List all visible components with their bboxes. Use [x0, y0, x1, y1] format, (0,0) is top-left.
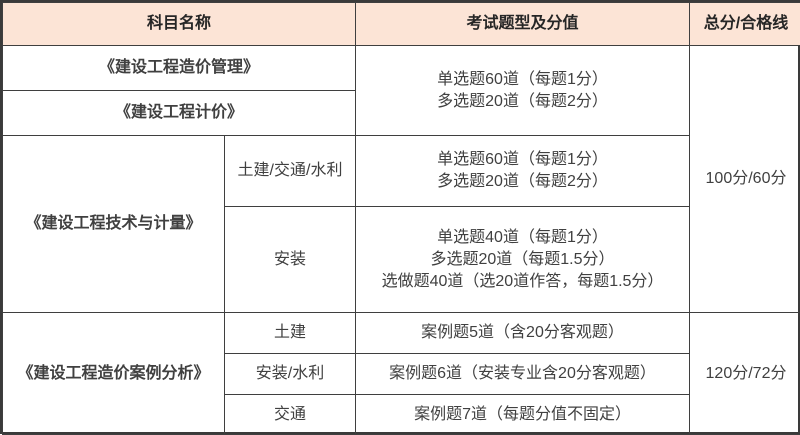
- cell-category-install: 安装: [225, 207, 356, 313]
- table-row-case-civil: 《建设工程造价案例分析》 土建 案例题5道（含20分客观题） 120分/72分: [3, 313, 800, 354]
- exam-line-2: 多选题20道（每题2分）: [360, 171, 685, 193]
- cell-score-100-60: 100分/60分: [690, 46, 800, 313]
- cell-exam-tech-civil: 单选题60道（每题1分） 多选题20道（每题2分）: [356, 136, 690, 207]
- exam-line-1: 单选题60道（每题1分）: [360, 69, 685, 91]
- cell-exam-tech-install: 单选题40道（每题1分） 多选题20道（每题1.5分） 选做题40道（选20道作…: [356, 207, 690, 313]
- exam-line-2: 多选题20道（每题2分）: [360, 91, 685, 113]
- exam-line-3: 选做题40道（选20道作答，每题1.5分）: [360, 271, 685, 293]
- table-header-row: 科目名称 考试题型及分值 总分/合格线: [3, 3, 800, 46]
- header-exam-type: 考试题型及分值: [356, 3, 690, 46]
- cell-category-civil-traffic-water: 土建/交通/水利: [225, 136, 356, 207]
- cell-exam-case-traffic: 案例题7道（每题分值不固定）: [356, 395, 690, 435]
- exam-line-1: 单选题40道（每题1分）: [360, 227, 685, 249]
- cell-category-civil: 土建: [225, 313, 356, 354]
- table-row-tech-civil: 《建设工程技术与计量》 土建/交通/水利 单选题60道（每题1分） 多选题20道…: [3, 136, 800, 207]
- cell-subject-case-analysis: 《建设工程造价案例分析》: [3, 313, 225, 435]
- cell-exam-management-pricing: 单选题60道（每题1分） 多选题20道（每题2分）: [356, 46, 690, 136]
- cell-category-traffic: 交通: [225, 395, 356, 435]
- cell-score-120-72: 120分/72分: [690, 313, 800, 435]
- exam-line-2: 多选题20道（每题1.5分）: [360, 249, 685, 271]
- cell-exam-case-install: 案例题6道（安装专业含20分客观题）: [356, 354, 690, 395]
- cell-subject-pricing: 《建设工程计价》: [3, 91, 356, 136]
- cell-subject-tech-measurement: 《建设工程技术与计量》: [3, 136, 225, 313]
- cell-exam-case-civil: 案例题5道（含20分客观题）: [356, 313, 690, 354]
- table-row-management: 《建设工程造价管理》 单选题60道（每题1分） 多选题20道（每题2分） 100…: [3, 46, 800, 91]
- header-total-score: 总分/合格线: [690, 3, 800, 46]
- header-subject-name: 科目名称: [3, 3, 356, 46]
- exam-line-1: 单选题60道（每题1分）: [360, 149, 685, 171]
- cell-category-install-water: 安装/水利: [225, 354, 356, 395]
- cell-subject-management: 《建设工程造价管理》: [3, 46, 356, 91]
